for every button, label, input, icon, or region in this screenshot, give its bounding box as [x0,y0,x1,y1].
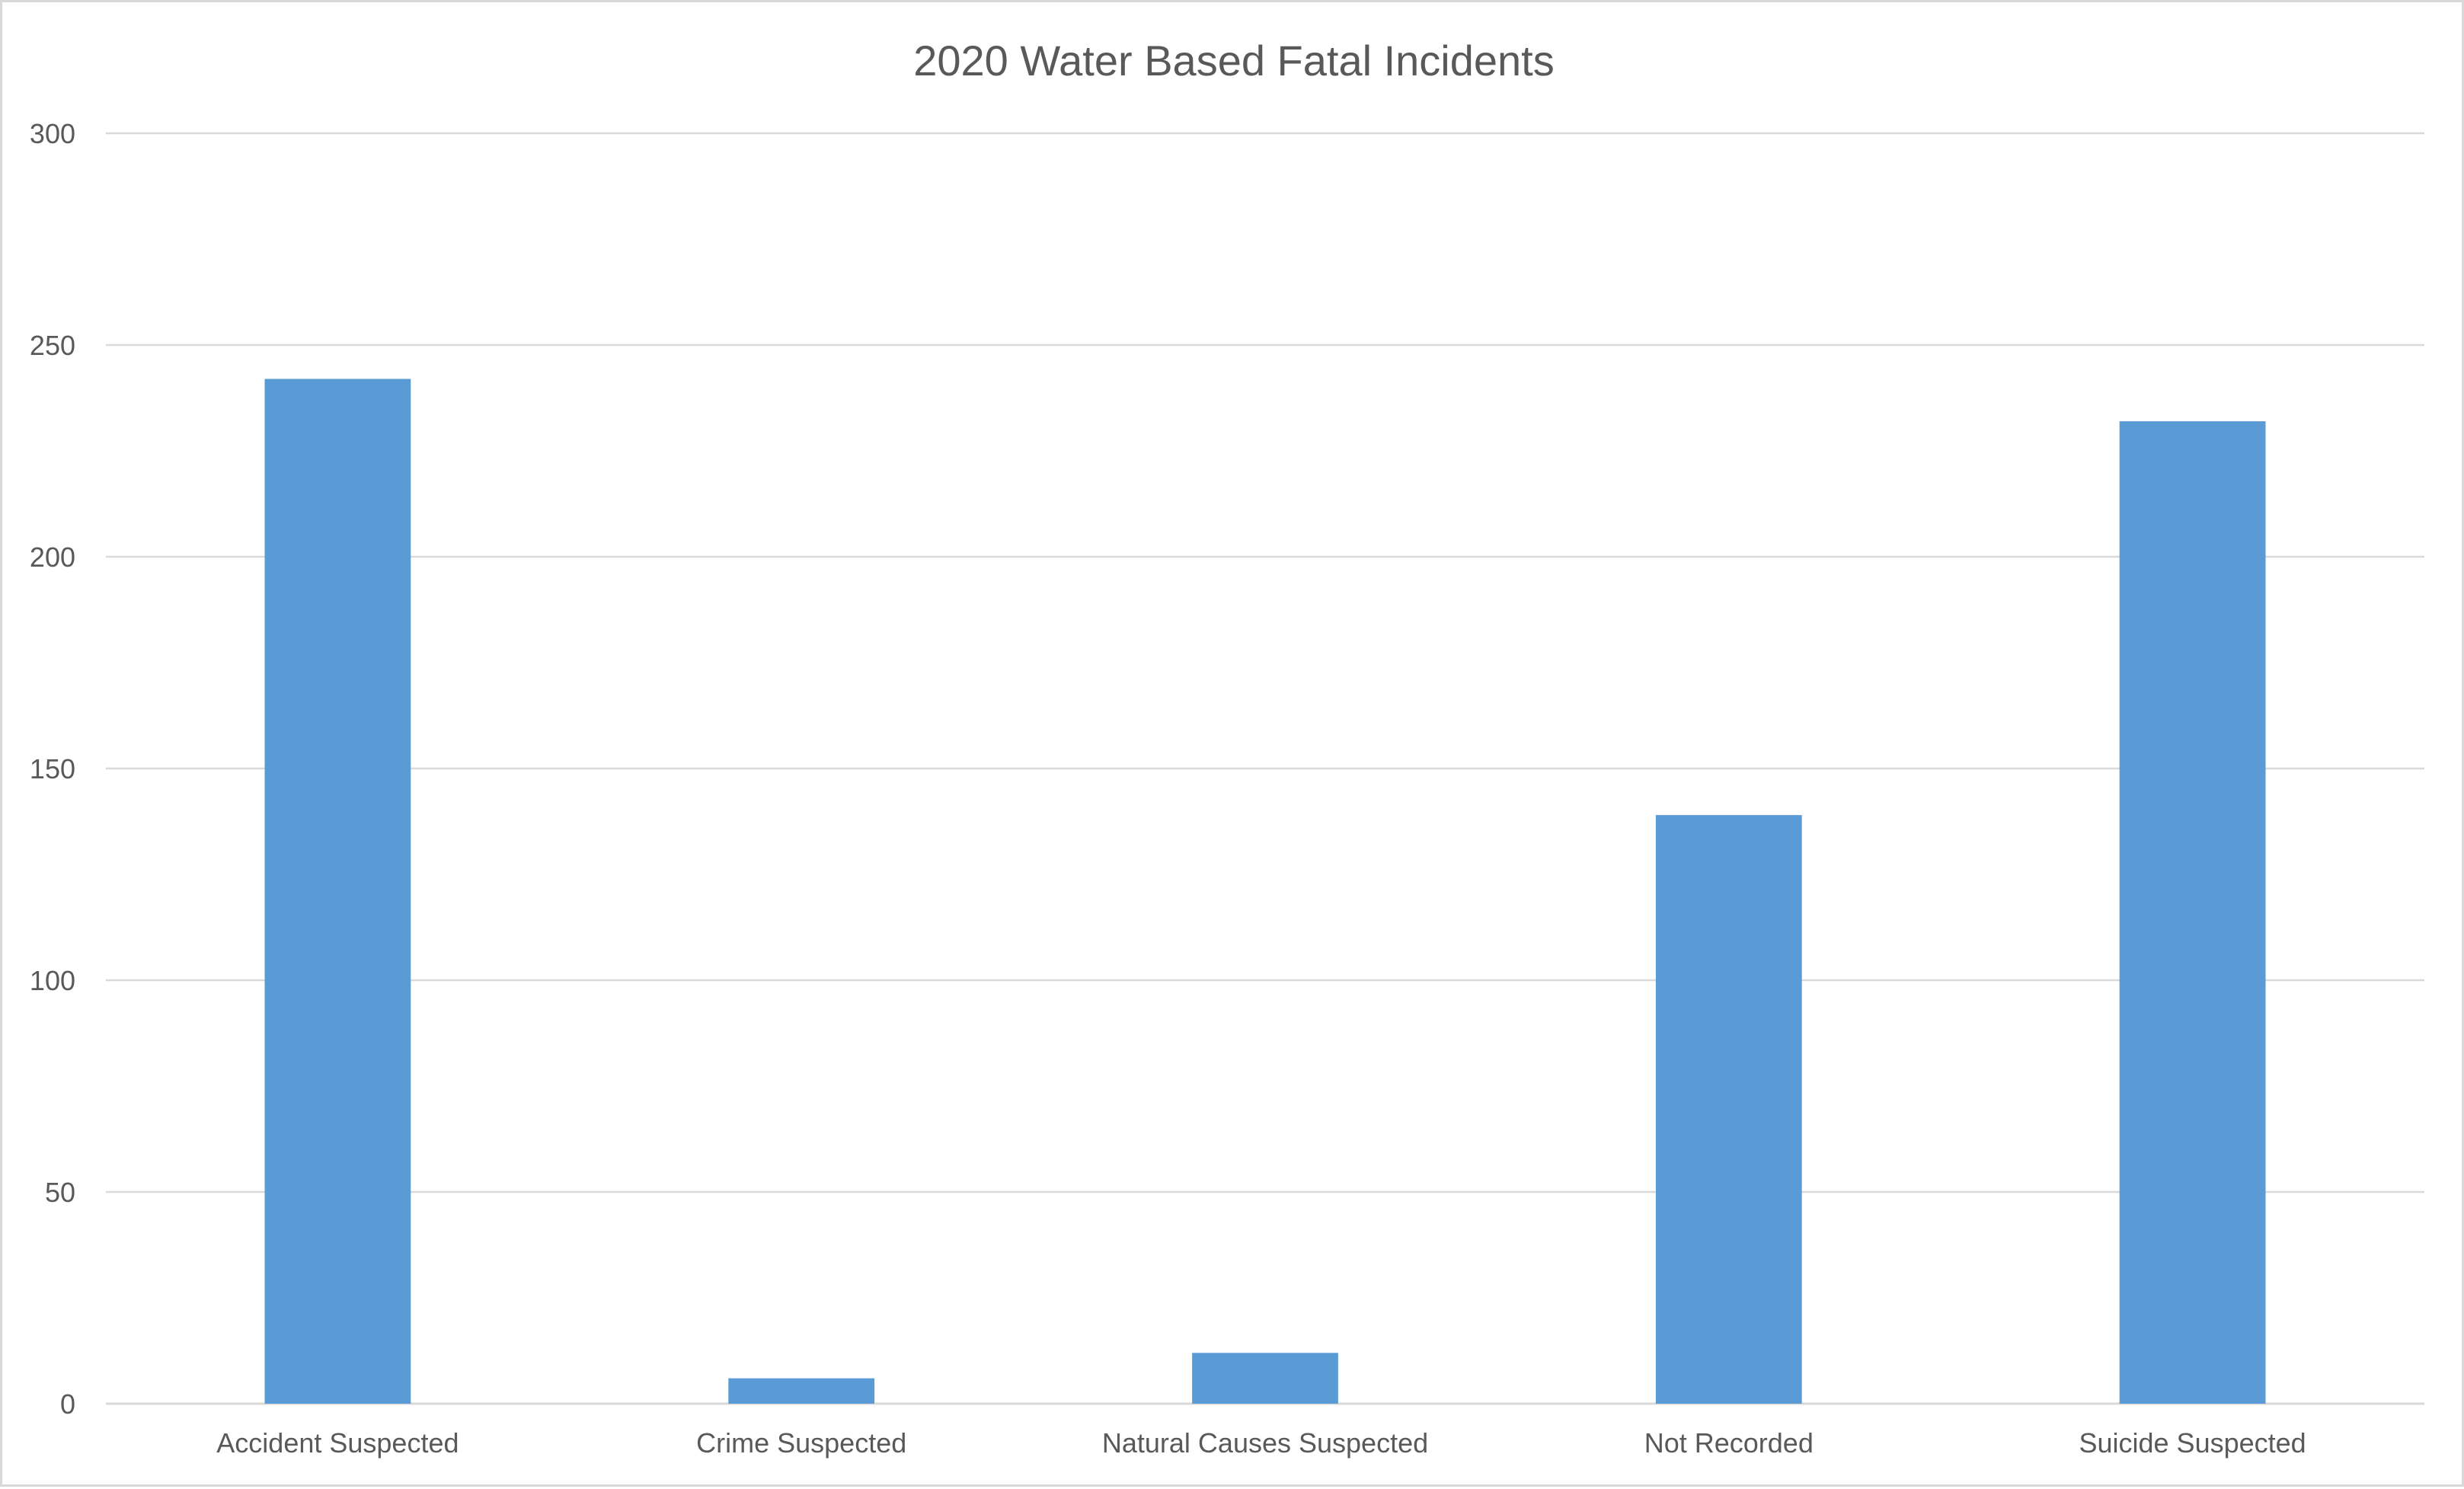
y-tick-label-300: 300 [30,118,75,149]
y-axis-ticks: 0 50 100 150 200 250 300 [30,118,75,1420]
y-tick-label-50: 50 [45,1177,75,1208]
x-tick-label-crime-suspected: Crime Suspected [696,1427,906,1459]
x-tick-label-suicide-suspected: Suicide Suspected [2079,1427,2306,1459]
y-tick-label-100: 100 [30,965,75,996]
bars [264,379,2266,1404]
y-tick-label-200: 200 [30,542,75,573]
chart-title: 2020 Water Based Fatal Incidents [913,37,1555,85]
y-tick-label-250: 250 [30,330,75,361]
x-axis-labels: Accident Suspected Crime Suspected Natural… [216,1427,2306,1459]
bar-not-recorded [1655,815,1802,1404]
y-tick-label-150: 150 [30,753,75,784]
y-tick-label-0: 0 [60,1388,75,1420]
bar-crime-suspected [728,1378,875,1404]
x-tick-label-not-recorded: Not Recorded [1644,1427,1814,1459]
bar-accident-suspected [264,379,411,1404]
x-tick-label-accident-suspected: Accident Suspected [216,1427,459,1459]
x-tick-label-natural-causes-suspected: Natural Causes Suspected [1102,1427,1428,1459]
bar-natural-causes-suspected [1192,1353,1338,1404]
gridlines [106,132,2424,1405]
bar-suicide-suspected [2119,421,2266,1404]
